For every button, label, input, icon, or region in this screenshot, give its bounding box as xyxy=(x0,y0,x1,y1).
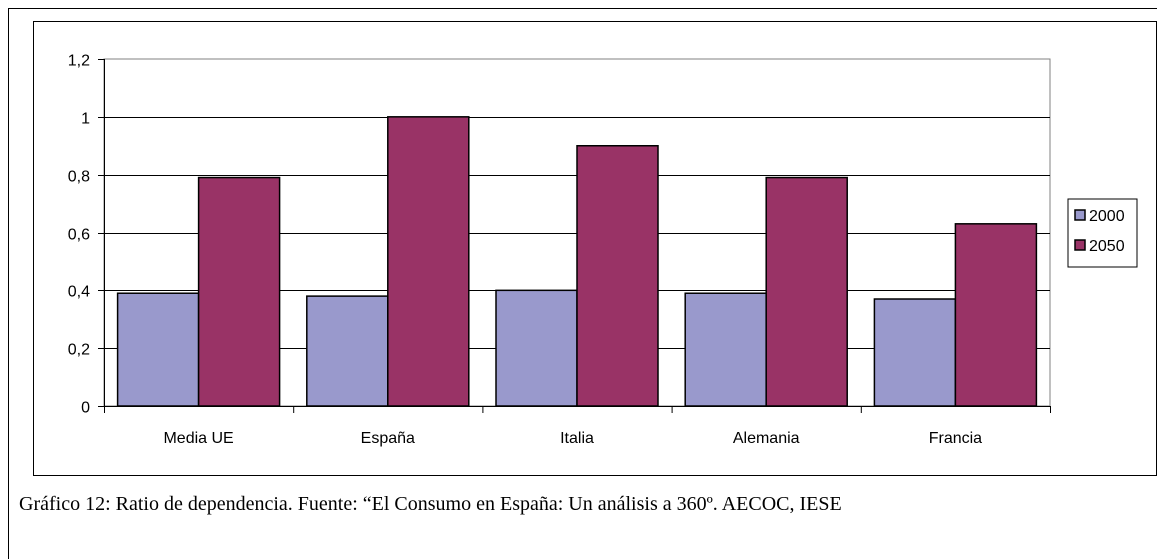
bar-chart: 0 0,2 0,4 0,6 0,8 1 1,2 Media UE España Italia Ale… xyxy=(68,53,1138,447)
bar-2050-4 xyxy=(954,223,1038,407)
legend-swatch-2050 xyxy=(1074,239,1086,251)
bar-2050-1 xyxy=(387,116,470,407)
bar-2000-3 xyxy=(684,292,767,407)
figure-frame xyxy=(8,8,1157,559)
bar-2000-2 xyxy=(495,289,578,407)
legend-swatch-2000 xyxy=(1074,209,1086,221)
y-tick-label: 0,6 xyxy=(68,227,90,244)
y-tick-label: 0,2 xyxy=(68,342,90,359)
bar-2000-0 xyxy=(116,292,200,407)
y-tick-label: 0 xyxy=(81,400,90,417)
bar-2000-1 xyxy=(306,295,389,407)
x-category-label: Media UE xyxy=(163,430,233,447)
x-category-label: Italia xyxy=(560,430,594,447)
y-tick-label: 0,8 xyxy=(68,169,90,186)
bar-2000-4 xyxy=(873,298,957,407)
x-category-label: Francia xyxy=(929,430,982,447)
legend-label-2000: 2000 xyxy=(1089,208,1125,225)
bar-2050-2 xyxy=(576,145,659,407)
legend-label-2050: 2050 xyxy=(1089,238,1125,255)
bar-2050-3 xyxy=(765,176,848,407)
y-tick-label: 1 xyxy=(81,111,90,128)
x-category-label: España xyxy=(361,430,415,447)
bar-2050-0 xyxy=(197,176,281,407)
x-category-label: Alemania xyxy=(733,430,800,447)
figure-caption: Gráfico 12: Ratio de dependencia. Fuente… xyxy=(19,493,842,515)
y-tick-label: 0,4 xyxy=(68,284,90,301)
y-tick-label: 1,2 xyxy=(68,53,90,70)
